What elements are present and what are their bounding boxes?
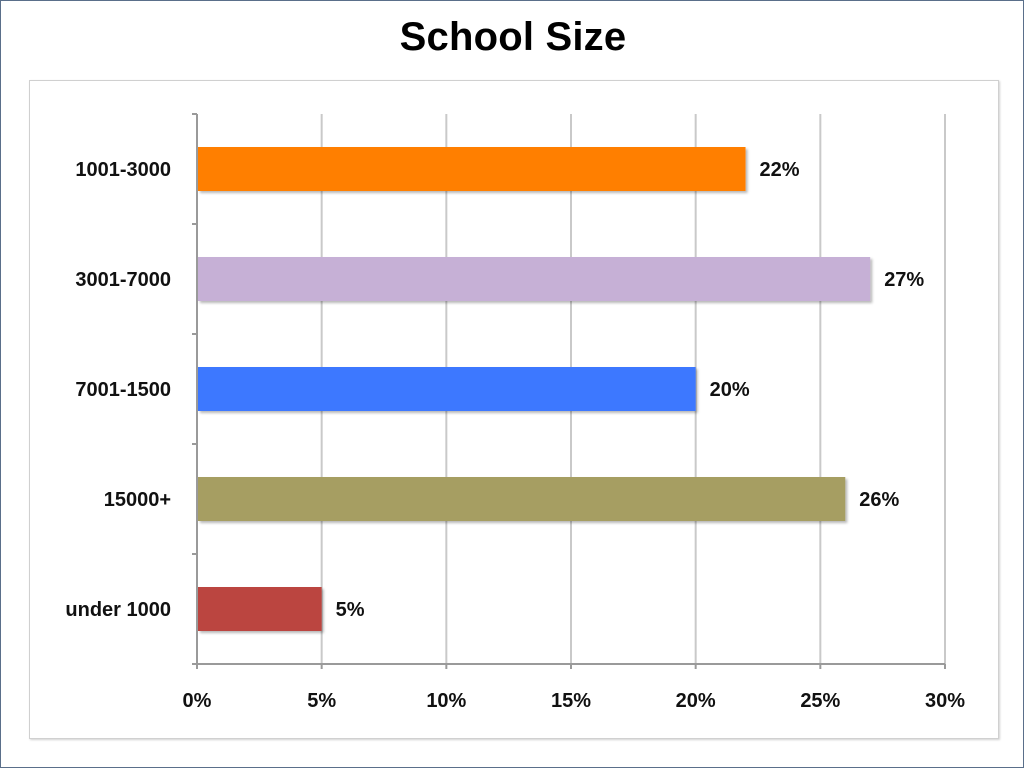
category-label: 7001-1500 [75,379,171,401]
axes [192,113,946,669]
x-tick-label: 30% [925,690,965,712]
x-tick-label: 10% [426,690,466,712]
chart-title: School Size [399,15,627,59]
category-label: 3001-7000 [75,269,171,291]
bar [198,367,696,411]
x-tick-label: 5% [307,690,336,712]
x-tick-label: 20% [676,690,716,712]
bar [198,587,322,631]
category-label: 1001-3000 [75,159,171,181]
labels: 0% 5% 10% 15% 20% 25% 30% 1001-3000 22% 3001-7000… [65,159,965,712]
category-label: under 1000 [65,599,171,621]
bar [198,257,871,301]
data-label: 5% [336,599,365,621]
plot-area: 0% 5% 10% 15% 20% 25% 30% 1001-3000 22% 3001-7000… [65,113,965,712]
bar [198,147,746,191]
data-label: 27% [884,269,924,291]
category-label: 15000+ [104,489,171,511]
data-label: 20% [710,379,750,401]
x-tick-label: 25% [800,690,840,712]
data-label: 22% [760,159,800,181]
bars [198,147,871,631]
x-tick-label: 15% [551,690,591,712]
bar [198,477,846,521]
data-label: 26% [859,489,899,511]
x-tick-label: 0% [183,690,212,712]
chart-panel: 0% 5% 10% 15% 20% 25% 30% 1001-3000 22% 3001-7000… [29,80,999,739]
